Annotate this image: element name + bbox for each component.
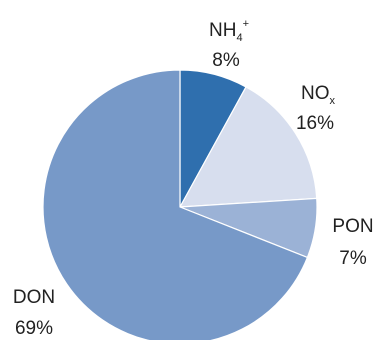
slice-value-no: 16% bbox=[296, 113, 334, 134]
slice-value-pon: 7% bbox=[339, 248, 367, 269]
slice-label-no: NOx bbox=[301, 83, 336, 107]
pie-slices bbox=[42, 69, 318, 340]
slice-label-pon: PON bbox=[332, 216, 373, 237]
slice-label-nh: NH4+ bbox=[209, 18, 249, 44]
pie-slice-no bbox=[178, 86, 318, 208]
slice-value-nh: 8% bbox=[212, 50, 240, 71]
slice-value-don: 69% bbox=[15, 318, 53, 339]
pie-labels: NH4+ 8% NOx 16% PON 7% DON 69% bbox=[13, 18, 374, 339]
slice-label-don: DON bbox=[13, 287, 55, 308]
pie-slice-don bbox=[42, 69, 309, 340]
